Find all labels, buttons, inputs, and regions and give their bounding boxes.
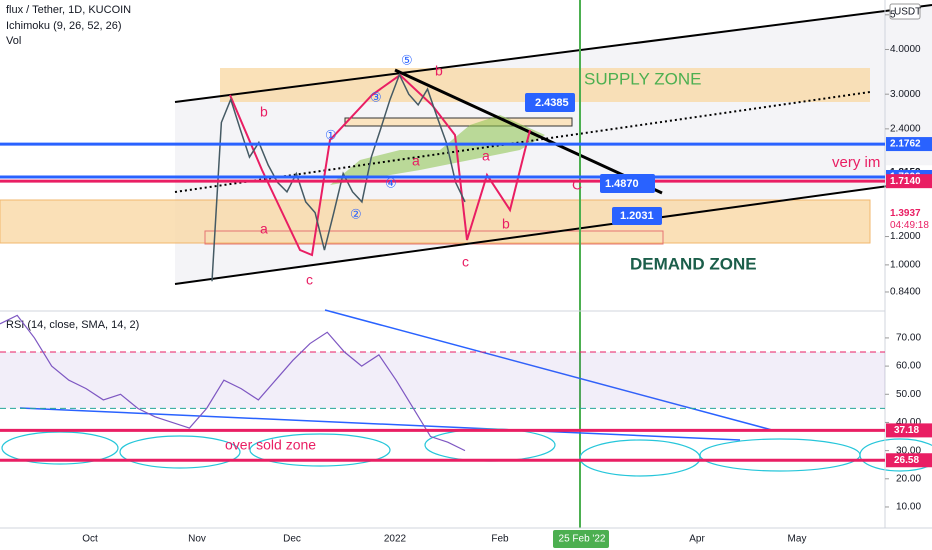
time-label: Apr xyxy=(689,534,705,545)
annotation: a xyxy=(482,148,490,164)
y-tick-label: 10.00 xyxy=(896,502,921,513)
y-tick-label: 40.00 xyxy=(896,417,921,428)
trend-line xyxy=(394,68,663,195)
time-label: Nov xyxy=(188,534,206,545)
time-label: 2022 xyxy=(384,534,407,545)
price-level-label: 1.7140 xyxy=(890,176,921,187)
demand-zone xyxy=(0,199,871,244)
time-label: Dec xyxy=(283,534,301,545)
callout xyxy=(600,174,655,193)
y-tick-label: 4.0000 xyxy=(890,44,921,55)
annotation: C xyxy=(572,177,582,193)
time-label: 25 Feb '22 xyxy=(559,534,606,545)
y-tick-label: 2.4000 xyxy=(890,123,921,134)
date-box xyxy=(553,530,609,548)
currency-box xyxy=(889,3,921,20)
annotation: 1.2031 xyxy=(620,210,654,222)
indicator: Ichimoku (9, 26, 52, 26) xyxy=(6,20,122,32)
y-tick-label: 1.2000 xyxy=(890,231,921,242)
annotation: very im xyxy=(832,154,880,171)
annotation: 2.4385 xyxy=(535,97,569,109)
annotation: c xyxy=(462,254,469,270)
annotation: ① xyxy=(325,127,337,142)
demand-inner xyxy=(204,230,664,245)
price-level-box xyxy=(886,137,932,152)
rsi-trend xyxy=(19,407,741,441)
rsi-trend xyxy=(324,309,773,431)
channel-bottom xyxy=(174,179,932,285)
rsi-band xyxy=(0,352,885,409)
annotation: b xyxy=(435,63,443,79)
price-level-label: 2.1762 xyxy=(890,139,921,150)
annotation: a xyxy=(412,153,420,169)
callout xyxy=(612,207,662,225)
y-tick-label: 50.00 xyxy=(896,389,921,400)
annotation: DEMAND ZONE xyxy=(630,254,757,273)
price-level-label: 1.3937 xyxy=(890,208,921,219)
annotation: 1.4870 xyxy=(605,178,639,190)
ichimoku-cloud xyxy=(330,115,545,185)
y-tick-label: 20.00 xyxy=(896,473,921,484)
rsi-ellipses xyxy=(1,428,932,477)
rsi-level-box xyxy=(886,453,932,468)
channel-top xyxy=(174,4,932,103)
channel-mid xyxy=(174,91,871,193)
annotation: b xyxy=(260,104,268,120)
annotation: ④ xyxy=(385,175,397,190)
callout xyxy=(525,93,575,112)
y-tick-label: 5 xyxy=(890,9,896,20)
price-line xyxy=(211,72,466,282)
y-tick-label: 60.00 xyxy=(896,361,921,372)
annotation: a xyxy=(260,221,268,237)
y-tick-label: 1.0000 xyxy=(890,260,921,271)
rsi-annotation: over sold zone xyxy=(225,437,316,453)
y-tick-label: 3.0000 xyxy=(890,89,921,100)
y-tick-label: 30.00 xyxy=(896,445,921,456)
price-level-box xyxy=(886,174,932,189)
annotation: ② xyxy=(350,206,362,221)
rsi-title: RSI (14, close, SMA, 14, 2) xyxy=(6,319,139,331)
rsi-line xyxy=(0,314,466,452)
annotation: ⑤ xyxy=(401,52,413,67)
rsi-level-label: 26.58 xyxy=(894,455,919,466)
rsi-level-label: 37.18 xyxy=(894,425,919,436)
rsi-level-box xyxy=(886,423,932,438)
chart-title: flux / Tether, 1D, KUCOIN xyxy=(6,4,131,16)
annotation: SUPPLY ZONE xyxy=(584,69,701,88)
annotation: ③ xyxy=(370,89,382,104)
time-label: Feb xyxy=(491,534,509,545)
zone-box xyxy=(344,117,573,127)
indicator: Vol xyxy=(6,35,21,47)
y-tick-label: 0.8400 xyxy=(890,287,921,298)
time-label: May xyxy=(788,534,807,545)
annotation: b xyxy=(502,216,510,232)
time-label: Oct xyxy=(82,534,98,545)
price-level-box xyxy=(886,206,932,221)
countdown: 04:49:18 xyxy=(890,220,929,231)
y-tick-label: 70.00 xyxy=(896,333,921,344)
currency: USDT xyxy=(894,7,921,18)
annotation: c xyxy=(306,272,313,288)
